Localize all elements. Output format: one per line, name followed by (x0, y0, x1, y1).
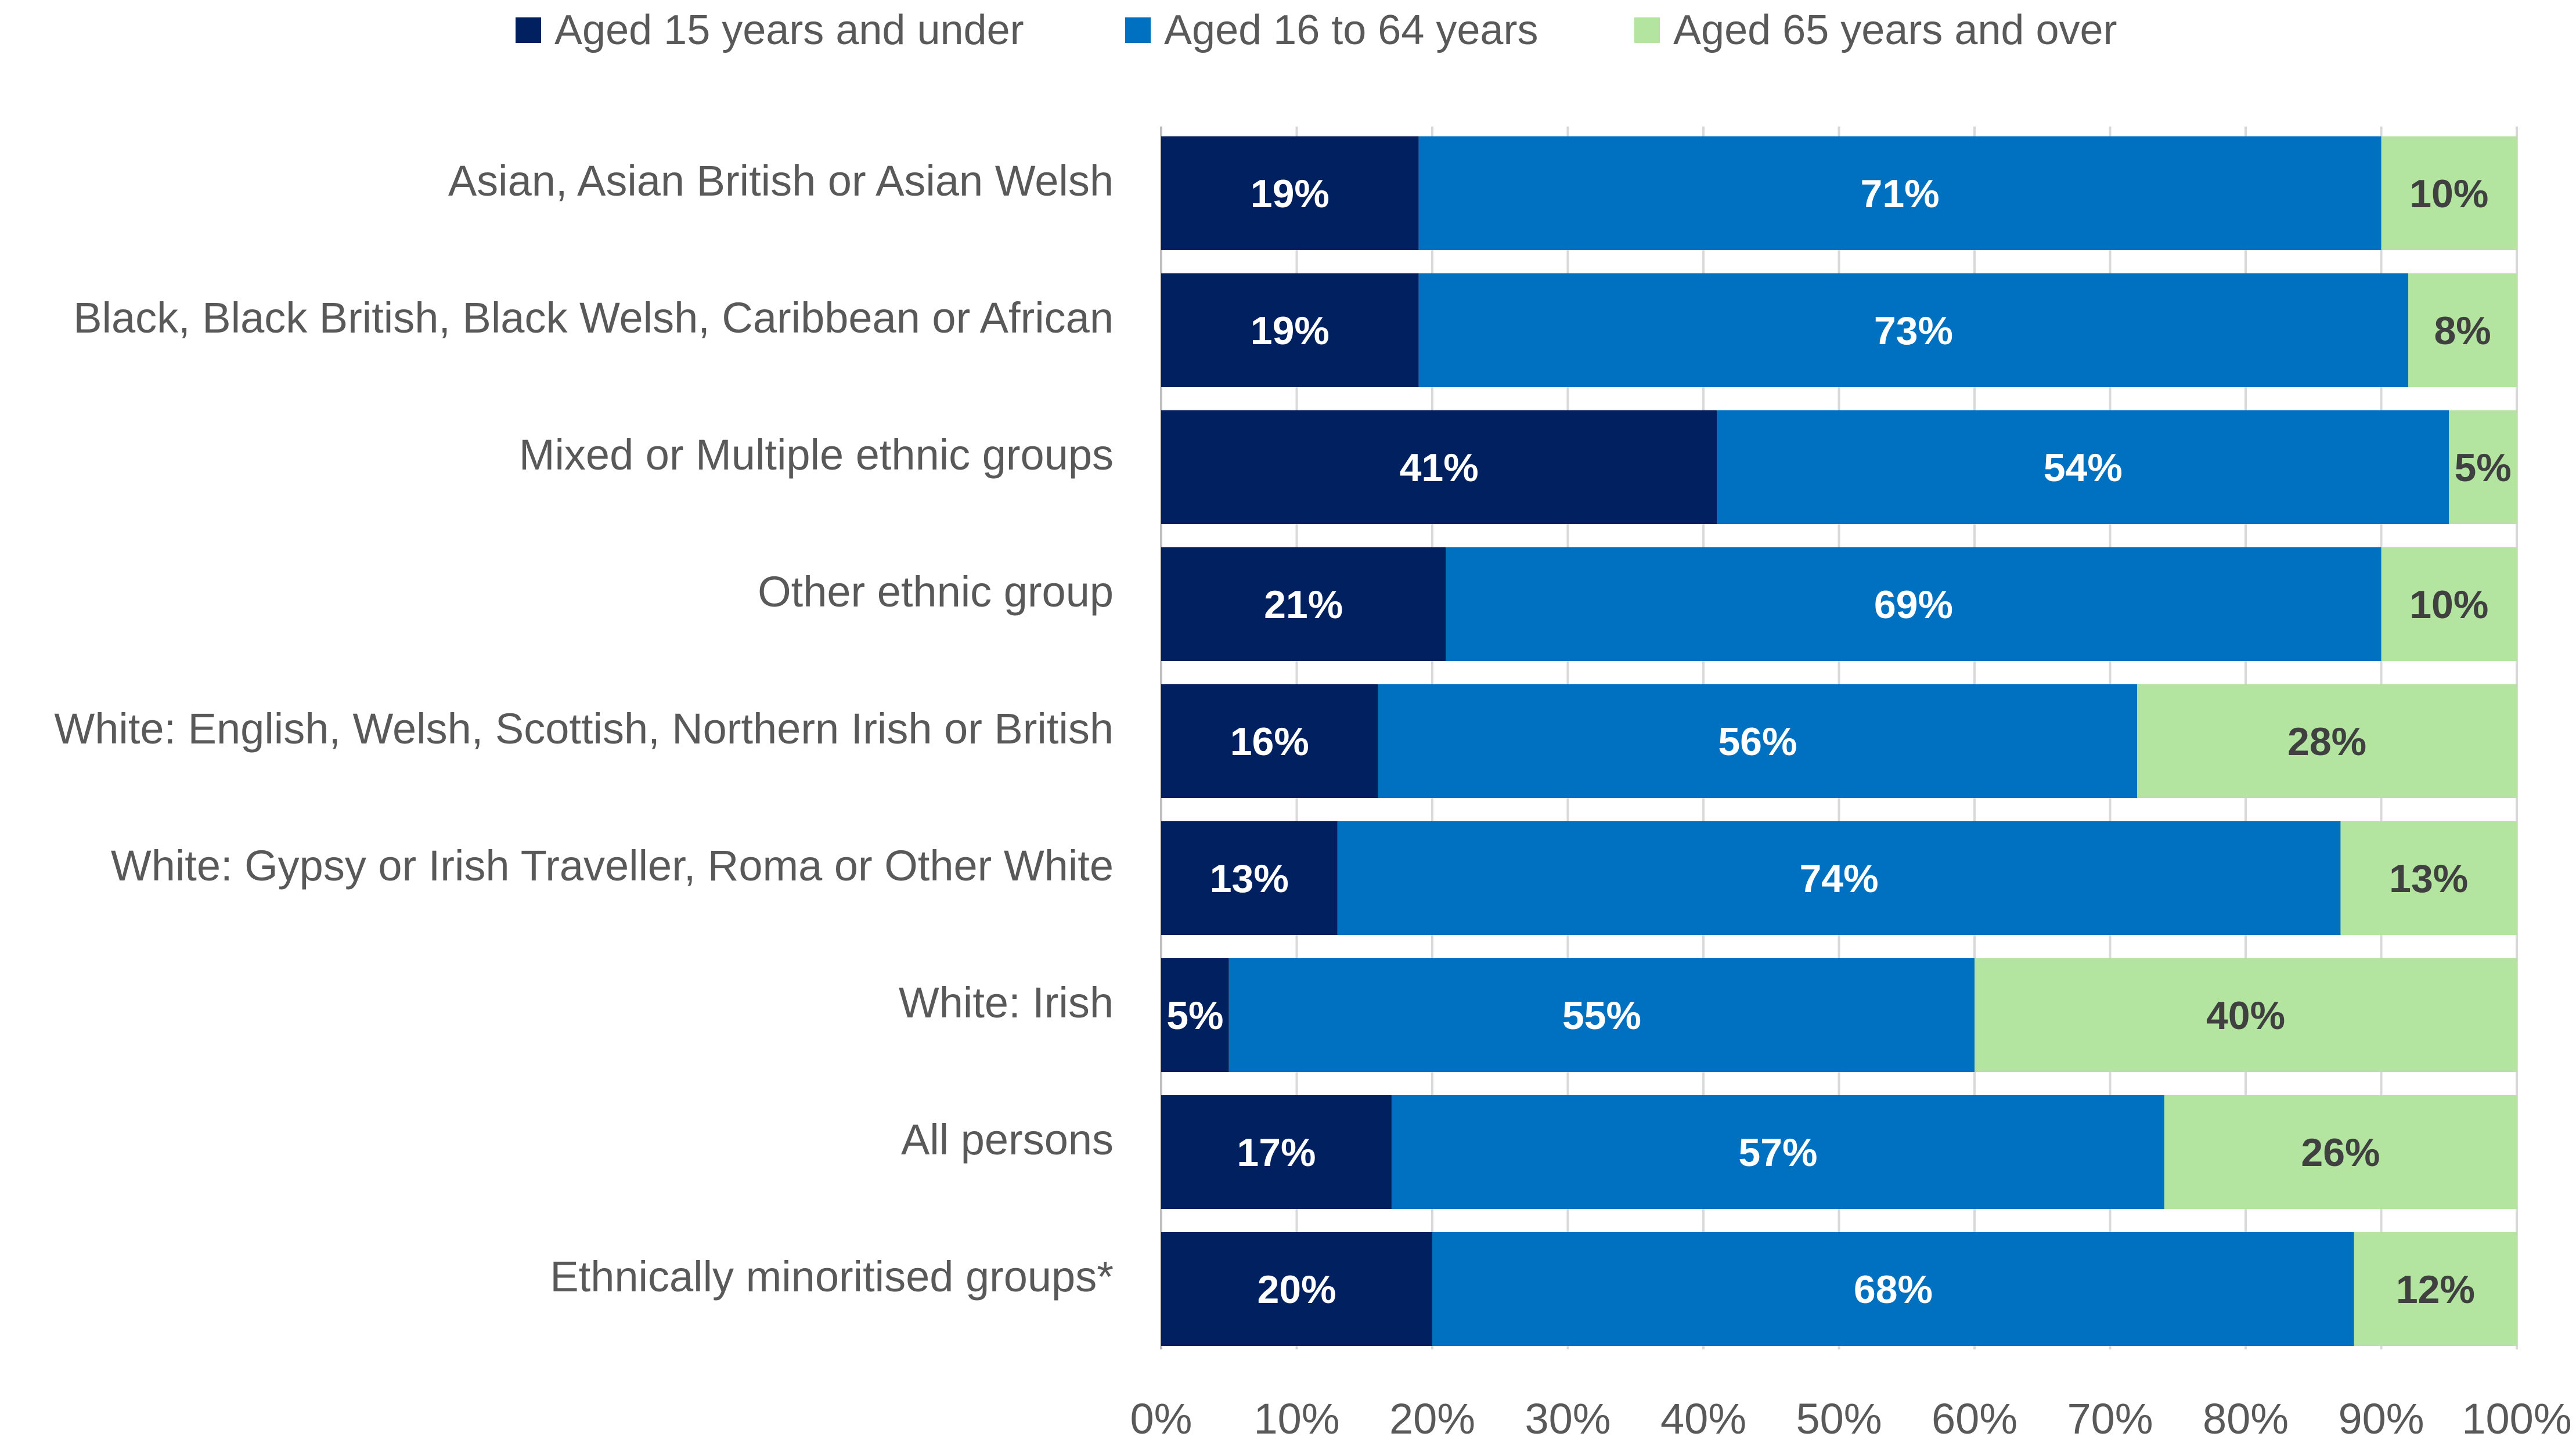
bar-segment (1391, 1095, 2164, 1209)
data-label: 19% (1251, 172, 1330, 216)
x-tick-label: 50% (1796, 1395, 1882, 1441)
bar-segment (1228, 958, 1975, 1072)
bar-segment (2408, 273, 2517, 387)
data-label: 10% (2409, 172, 2488, 216)
category-label: Ethnically minoritised groups* (550, 1252, 1114, 1301)
category-label: Other ethnic group (758, 568, 1114, 616)
bar-segment (1432, 1232, 2354, 1346)
x-tick-label: 100% (2462, 1395, 2571, 1441)
data-label: 69% (1874, 583, 1953, 627)
category-label: Black, Black British, Black Welsh, Carib… (73, 294, 1114, 342)
bar-segment (1161, 136, 1419, 250)
bar-segment (1161, 1095, 1392, 1209)
data-label: 5% (1166, 994, 1223, 1038)
data-label: 21% (1264, 583, 1343, 627)
legend: Aged 15 years and under Aged 16 to 64 yea… (516, 7, 2117, 53)
data-label: 13% (2389, 857, 2468, 901)
data-label: 28% (2287, 720, 2366, 764)
legend-label: Aged 65 years and over (1673, 7, 2117, 53)
bar-segment (1717, 410, 2449, 524)
data-label: 12% (2396, 1268, 2475, 1312)
bar-segment (1161, 1232, 1432, 1346)
bar-segment (2137, 684, 2517, 798)
data-label: 71% (1861, 172, 1940, 216)
data-label: 54% (2044, 446, 2123, 490)
data-label: 10% (2409, 583, 2488, 627)
bar-segment (1161, 684, 1378, 798)
bar-segment (2354, 1232, 2517, 1346)
legend-swatch (1125, 17, 1151, 43)
x-axis-ticks: 0% 10% 20% 30% 40% 50% 60% 70% 80% 90% 100% (1130, 1395, 2572, 1443)
category-labels: Asian, Asian British or Asian Welsh Black… (54, 157, 1114, 1301)
bar-segment (1337, 821, 2341, 935)
data-label: 19% (1251, 309, 1330, 353)
data-label: 68% (1854, 1268, 1933, 1312)
bar-segment (2381, 547, 2517, 661)
data-label: 56% (1718, 720, 1797, 764)
legend-label: Aged 15 years and under (554, 7, 1024, 53)
bar-segment (1418, 136, 2382, 250)
data-label: 41% (1400, 446, 1479, 490)
x-tick-label: 90% (2338, 1395, 2424, 1441)
bar-segment (1161, 547, 1446, 661)
category-label: Asian, Asian British or Asian Welsh (448, 157, 1114, 205)
bar-segment (1378, 684, 2138, 798)
x-tick-label: 70% (2067, 1395, 2153, 1441)
bars: 19% 71% 10% 19% 73% 8% 41% 54% 5% 21% 69% 10% 16% 56%… (1161, 136, 2517, 1346)
data-label: 13% (1210, 857, 1289, 901)
category-label: Mixed or Multiple ethnic groups (519, 431, 1114, 479)
data-label: 17% (1237, 1131, 1316, 1175)
data-label: 5% (2454, 446, 2511, 490)
legend-swatch (1634, 17, 1660, 43)
data-label: 26% (2301, 1131, 2380, 1175)
data-label: 8% (2434, 309, 2491, 353)
x-tick-label: 0% (1130, 1395, 1192, 1441)
bar-segment (1161, 273, 1419, 387)
bar-segment (1161, 958, 1229, 1072)
bar-segment (1446, 547, 2382, 661)
x-tick-label: 30% (1525, 1395, 1611, 1441)
bar-segment (1418, 273, 2409, 387)
bar-segment (2164, 1095, 2517, 1209)
category-label: All persons (901, 1116, 1114, 1164)
data-label: 73% (1874, 309, 1953, 353)
bar-segment (2340, 821, 2517, 935)
x-tick-label: 10% (1253, 1395, 1339, 1441)
x-tick-label: 80% (2203, 1395, 2289, 1441)
x-tick-label: 60% (1932, 1395, 2017, 1441)
x-tick-label: 40% (1660, 1395, 1746, 1441)
category-label: White: English, Welsh, Scottish, Norther… (54, 705, 1114, 753)
data-label: 57% (1738, 1131, 1817, 1175)
legend-swatch (516, 17, 541, 43)
data-label: 20% (1257, 1268, 1336, 1312)
x-tick-label: 20% (1389, 1395, 1475, 1441)
category-label: White: Irish (899, 979, 1114, 1027)
data-label: 40% (2206, 994, 2285, 1038)
bar-segment (1975, 958, 2517, 1072)
legend-label: Aged 16 to 64 years (1164, 7, 1538, 53)
bar-segment (1161, 410, 1717, 524)
bar-segment (2381, 136, 2517, 250)
bar-segment (2449, 410, 2517, 524)
data-label: 16% (1230, 720, 1309, 764)
bar-segment (1161, 821, 1338, 935)
data-label: 55% (1562, 994, 1641, 1038)
category-label: White: Gypsy or Irish Traveller, Roma or… (111, 842, 1114, 890)
data-label: 74% (1799, 857, 1878, 901)
